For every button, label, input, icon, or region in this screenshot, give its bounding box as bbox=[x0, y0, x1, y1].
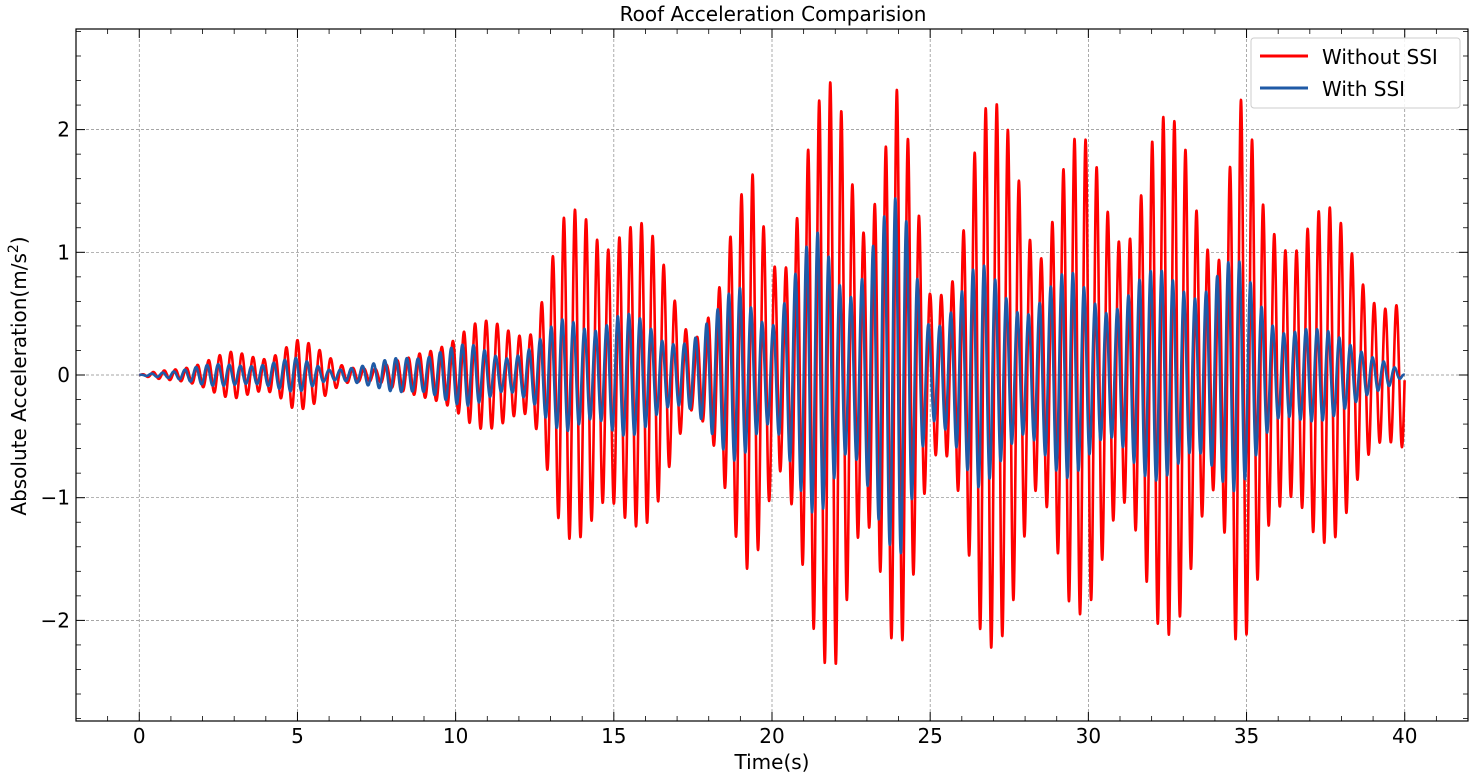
legend-label-without-ssi: Without SSI bbox=[1322, 45, 1438, 69]
x-tick-label: 30 bbox=[1076, 724, 1101, 748]
tick-label-layer: 0 5 10 15 20 25 30 35 40 −2 −1 0 1 2 bbox=[41, 118, 1418, 748]
x-tick-label: 5 bbox=[291, 724, 304, 748]
y-tick-label: 0 bbox=[57, 363, 70, 387]
x-axis-label: Time(s) bbox=[734, 750, 810, 774]
x-tick-label: 40 bbox=[1392, 724, 1417, 748]
y-axis-label-close: ) bbox=[7, 236, 31, 244]
y-tick-label: −1 bbox=[41, 486, 70, 510]
series-layer bbox=[138, 81, 1406, 665]
y-tick-label: −2 bbox=[41, 608, 70, 632]
series-line-with-ssi bbox=[138, 197, 1406, 555]
y-axis-label-main: Absolute Acceleration(m/s bbox=[7, 253, 31, 516]
series-line-without-ssi bbox=[138, 81, 1406, 665]
x-tick-label: 20 bbox=[759, 724, 784, 748]
y-tick-label: 2 bbox=[57, 118, 70, 142]
legend: Without SSI With SSI bbox=[1250, 37, 1461, 109]
y-axis-label-superscript: 2 bbox=[6, 244, 22, 253]
y-axis-label: Absolute Acceleration(m/s2) bbox=[6, 236, 31, 515]
tick-layer bbox=[76, 29, 1468, 721]
x-tick-label: 15 bbox=[601, 724, 626, 748]
legend-label-with-ssi: With SSI bbox=[1322, 77, 1405, 101]
x-tick-label: 0 bbox=[133, 724, 146, 748]
chart-title: Roof Acceleration Comparision bbox=[620, 2, 927, 26]
x-tick-label: 25 bbox=[917, 724, 942, 748]
x-tick-label: 35 bbox=[1234, 724, 1259, 748]
y-tick-label: 1 bbox=[57, 240, 70, 264]
x-tick-label: 10 bbox=[443, 724, 468, 748]
